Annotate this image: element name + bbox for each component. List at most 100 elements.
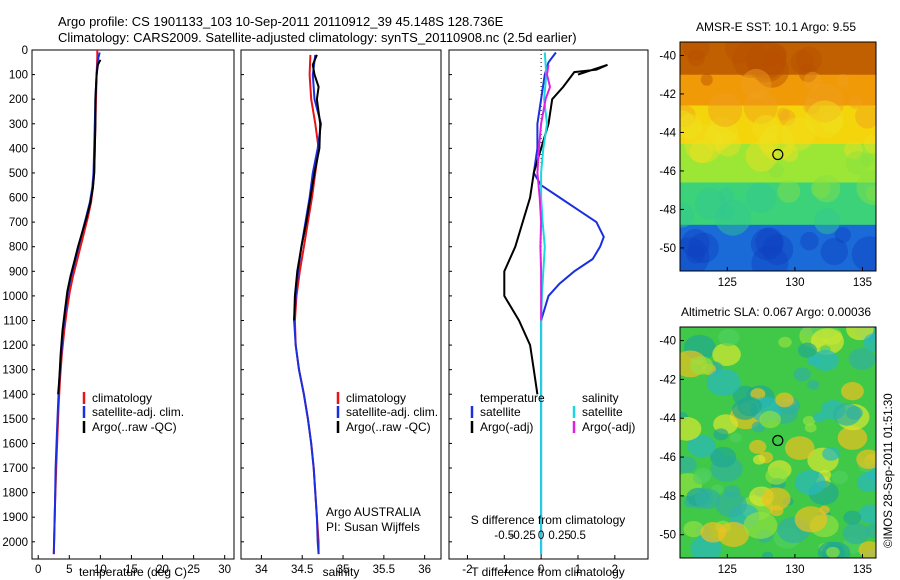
series-line: [57, 59, 102, 395]
depth-tick-label: 1300: [2, 365, 28, 377]
sla-texture: [737, 396, 762, 417]
sst-texture: [688, 232, 719, 264]
sst-band: [680, 182, 876, 226]
sst-texture: [790, 50, 814, 74]
lon-tick-label: 135: [853, 277, 872, 289]
sst-map-frame: [679, 41, 877, 272]
x-tick-label: 30: [218, 564, 231, 576]
x-tick-label: 36: [418, 564, 431, 576]
sla-texture: [752, 454, 766, 465]
salinity-legend: climatology satellite-adj. clim. Argo(..…: [336, 391, 438, 434]
figure-title-line1: Argo profile: CS 1901133_103 10-Sep-2011…: [58, 14, 504, 29]
sst-texture: [779, 109, 796, 126]
depth-tick-label: 0: [22, 45, 28, 57]
sla-texture: [858, 541, 876, 558]
sst-texture: [706, 116, 738, 148]
sst-texture: [718, 204, 735, 220]
sla-map-axes: 125 130 135 -40 -42 -44 -46 -48 -50: [659, 336, 872, 576]
legend-label-t-satellite: satellite: [480, 405, 521, 419]
sla-texture: [794, 470, 826, 495]
sst-texture: [845, 151, 870, 175]
depth-tick-label: 1800: [2, 488, 28, 500]
sst-texture: [694, 188, 727, 220]
sst-texture: [703, 124, 731, 152]
x-tick-label: 20: [156, 564, 169, 576]
depth-tick-label: 1500: [2, 414, 28, 426]
sst-texture: [700, 73, 713, 86]
depth-tick-label: 200: [9, 94, 28, 106]
series-line: [532, 51, 605, 555]
depth-tick-label: 900: [9, 266, 28, 278]
lat-tick-label: -50: [659, 243, 676, 255]
lat-tick-label: -46: [659, 452, 676, 464]
x-tick-label: 10: [94, 564, 107, 576]
sla-texture: [680, 416, 702, 441]
lat-tick-label: -42: [659, 89, 676, 101]
sla-texture: [743, 511, 778, 539]
sst-texture: [732, 42, 769, 78]
legend-label-t-argo: Argo(-adj): [480, 420, 533, 434]
difference-x-axis: -2 -1 0 1 2-0.5-0.25 0 0.25 0.5: [462, 530, 618, 576]
x-tick-label: 34.5: [291, 564, 313, 576]
sla-texture: [826, 546, 840, 558]
sst-texture: [680, 113, 703, 140]
sst-texture: [766, 44, 787, 64]
sla-texture: [775, 392, 794, 408]
lon-tick-label: 135: [853, 564, 872, 576]
legend-label-climatology: climatology: [346, 391, 406, 405]
sst-texture: [820, 111, 843, 134]
lon-tick-label: 125: [718, 564, 737, 576]
sla-texture: [863, 333, 876, 352]
depth-tick-label: 100: [9, 70, 28, 82]
sst-map-title: AMSR-E SST: 10.1 Argo: 9.55: [696, 20, 856, 34]
sst-texture: [725, 42, 754, 64]
s-diff-tick-label: -0.25: [510, 530, 536, 542]
sla-texture: [822, 446, 840, 461]
lat-tick-label: -48: [659, 204, 676, 216]
depth-tick-label: 400: [9, 143, 28, 155]
sst-texture: [800, 231, 819, 251]
argo-position-marker: [772, 148, 784, 161]
t-diff-xlabel: T difference from climatology: [471, 565, 625, 579]
sst-texture: [805, 83, 844, 123]
depth-tick-label: 1600: [2, 438, 28, 450]
sst-texture: [708, 92, 743, 127]
sla-texture: [694, 488, 721, 509]
difference-panel: [448, 49, 649, 560]
sla-texture: [706, 368, 741, 397]
sst-texture: [768, 162, 784, 179]
sla-texture: [778, 336, 792, 348]
lat-tick-label: -46: [659, 166, 676, 178]
sla-texture: [717, 521, 750, 547]
salinity-series: [293, 54, 323, 555]
sst-texture: [687, 49, 705, 67]
depth-tick-label: 2000: [2, 537, 28, 549]
sst-texture: [759, 124, 795, 161]
figure-title-line2: Climatology: CARS2009. Satellite-adjuste…: [58, 30, 577, 45]
sst-texture: [762, 234, 794, 266]
t-diff-tick-label: -2: [462, 564, 472, 576]
x-tick-label: 0: [35, 564, 41, 576]
legend-label-satellite: satellite-adj. clim.: [346, 405, 438, 419]
sla-texture: [856, 449, 876, 470]
depth-tick-label: 800: [9, 242, 28, 254]
sla-texture: [846, 406, 863, 420]
sla-texture: [797, 342, 817, 358]
sst-heatmap: [680, 42, 876, 271]
sst-texture: [680, 110, 696, 139]
sst-texture: [745, 140, 778, 172]
sla-texture: [690, 356, 714, 375]
sla-texture: [793, 367, 811, 382]
s-diff-tick-label: -0.5: [494, 530, 514, 542]
sst-texture: [803, 97, 821, 115]
sla-texture: [858, 504, 876, 524]
legend-title-salinity: salinity: [582, 391, 619, 405]
sla-texture: [715, 491, 747, 518]
legend-label-climatology: climatology: [92, 391, 152, 405]
sla-texture: [762, 551, 774, 558]
lat-tick-label: -40: [659, 336, 676, 348]
lon-tick-label: 125: [718, 277, 737, 289]
s-diff-tick-label: 0: [538, 530, 544, 542]
sst-texture: [680, 237, 710, 271]
sst-band: [680, 42, 876, 76]
